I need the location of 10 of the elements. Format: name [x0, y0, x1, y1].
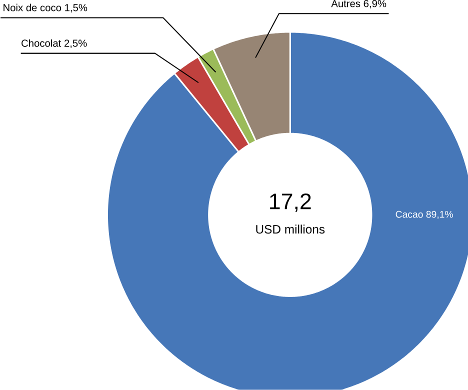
- slice-label: Chocolat: [22, 40, 62, 47]
- slice-label: Cacao: [396, 211, 423, 218]
- text: USD millions: [256, 224, 325, 234]
- data-label: 6,9%: [364, 0, 386, 9]
- data-label: 1,5%: [65, 4, 88, 13]
- slice-label: Noix de coco: [4, 4, 62, 12]
- data-label: 2,5%: [64, 40, 87, 48]
- slice-label: Autres: [331, 0, 360, 8]
- text: 17,2: [270, 194, 311, 212]
- data-label: 89,1%: [426, 211, 453, 220]
